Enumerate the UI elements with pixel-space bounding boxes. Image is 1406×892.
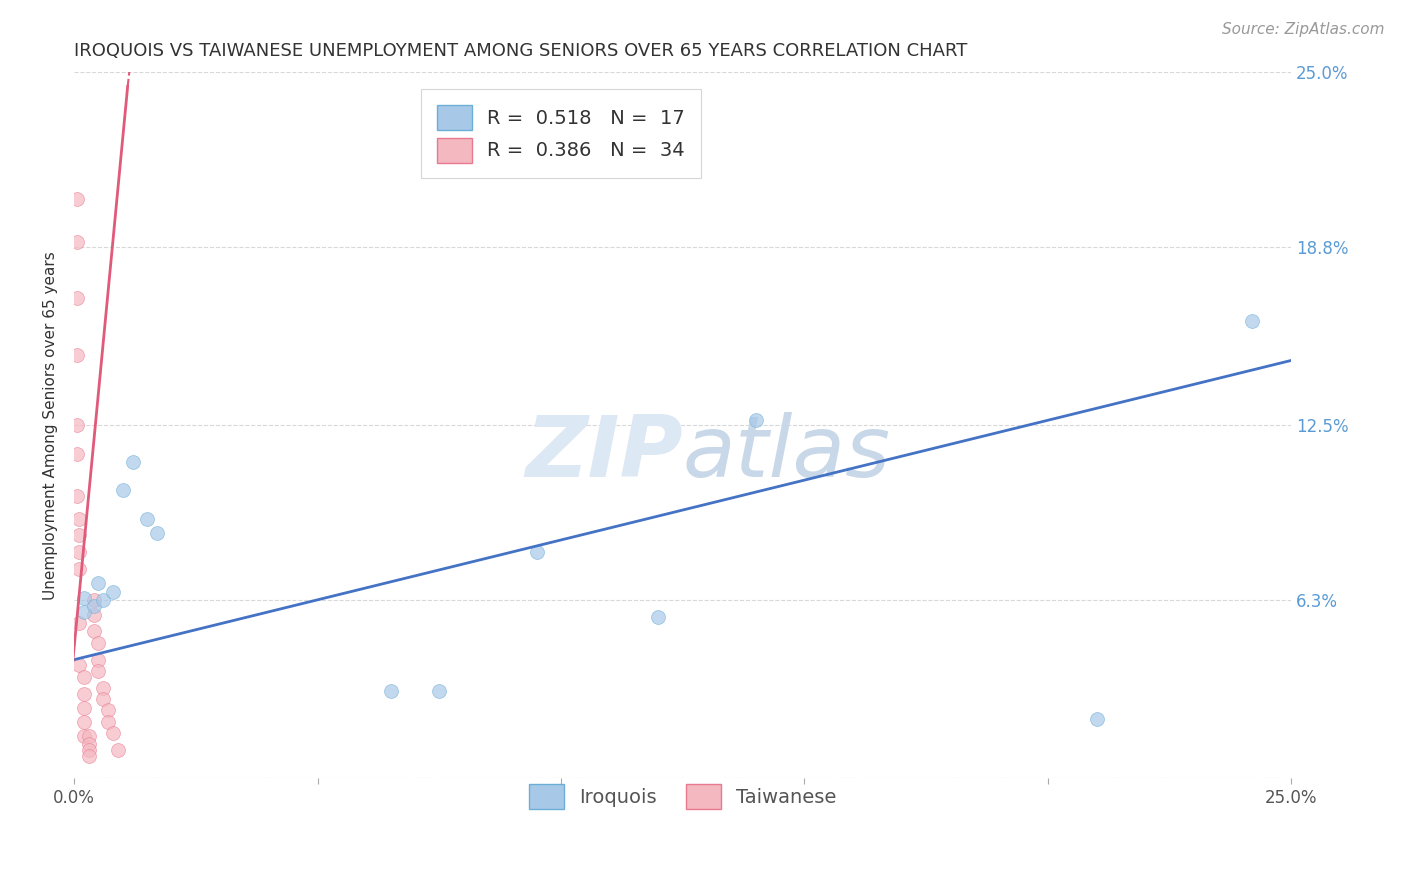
Point [67, 545, 90, 559]
Point [73, 700, 96, 714]
Point [87, 576, 110, 591]
Point [73, 714, 96, 729]
Point [65, 235, 87, 249]
Point [647, 610, 669, 624]
Point [65, 489, 87, 503]
Point [65, 348, 87, 362]
Point [121, 455, 143, 469]
Point [111, 483, 134, 498]
Point [146, 525, 169, 540]
Point [65, 291, 87, 305]
Point [77, 743, 100, 757]
Point [136, 511, 159, 525]
Point [65, 418, 87, 433]
Point [67, 511, 90, 525]
Point [97, 704, 120, 718]
Point [73, 729, 96, 743]
Point [67, 562, 90, 576]
Point [91, 681, 114, 695]
Point [73, 591, 96, 605]
Point [107, 743, 129, 757]
Text: ZIP: ZIP [524, 412, 683, 495]
Point [83, 624, 105, 639]
Point [65, 193, 87, 207]
Point [77, 729, 100, 743]
Point [1085, 712, 1108, 726]
Point [77, 738, 100, 752]
Point [67, 658, 90, 673]
Point [380, 683, 402, 698]
Point [73, 605, 96, 619]
Text: atlas: atlas [683, 412, 891, 495]
Text: Source: ZipAtlas.com: Source: ZipAtlas.com [1222, 22, 1385, 37]
Point [87, 636, 110, 650]
Point [101, 585, 124, 599]
Legend: Iroquois, Taiwanese: Iroquois, Taiwanese [513, 769, 852, 825]
Point [67, 528, 90, 542]
Point [67, 615, 90, 630]
Point [87, 653, 110, 667]
Text: IROQUOIS VS TAIWANESE UNEMPLOYMENT AMONG SENIORS OVER 65 YEARS CORRELATION CHART: IROQUOIS VS TAIWANESE UNEMPLOYMENT AMONG… [75, 42, 967, 60]
Point [73, 670, 96, 684]
Point [83, 593, 105, 607]
Point [97, 714, 120, 729]
Point [77, 748, 100, 763]
Y-axis label: Unemployment Among Seniors over 65 years: Unemployment Among Seniors over 65 years [44, 251, 58, 599]
Point [526, 545, 548, 559]
Point [87, 664, 110, 678]
Point [91, 593, 114, 607]
Point [83, 599, 105, 613]
Point [65, 446, 87, 460]
Point [101, 726, 124, 740]
Point [427, 683, 450, 698]
Point [745, 413, 768, 427]
Point [91, 692, 114, 706]
Point [73, 687, 96, 701]
Point [1241, 314, 1264, 328]
Point [83, 607, 105, 622]
